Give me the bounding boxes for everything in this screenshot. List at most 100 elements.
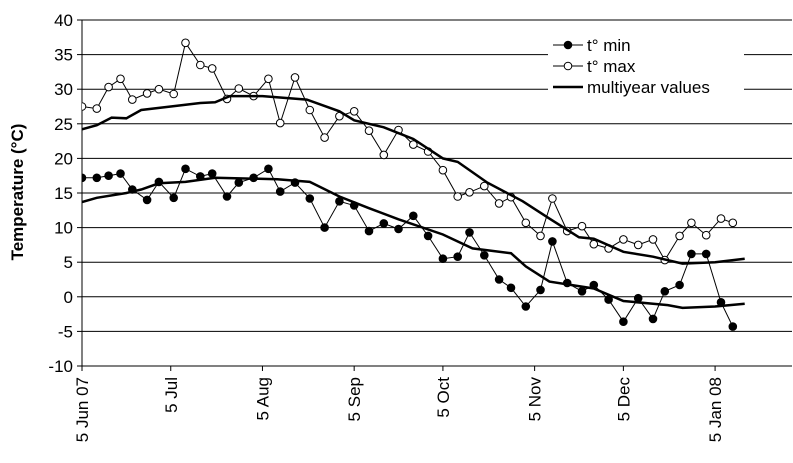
data-point (320, 223, 329, 232)
data-point (687, 249, 696, 259)
data-point (128, 95, 137, 104)
data-point (154, 84, 164, 94)
data-point (364, 226, 374, 236)
x-tick-label: 5 Sep (345, 377, 364, 421)
data-point (207, 64, 217, 73)
data-point (438, 254, 448, 264)
data-point (506, 283, 516, 293)
data-point (92, 104, 102, 113)
data-point (275, 118, 285, 128)
data-point (453, 252, 463, 262)
data-point (181, 164, 190, 174)
x-tick-label: 5 Jul (162, 377, 181, 413)
x-tick-label: 5 Nov (526, 377, 545, 422)
data-point (196, 60, 205, 70)
data-point (379, 219, 389, 228)
y-tick-label: -10 (48, 357, 73, 376)
legend-swatch-marker (563, 40, 573, 50)
data-point (577, 287, 587, 296)
data-point (494, 275, 504, 284)
data-point (453, 192, 463, 201)
y-tick-label: 0 (64, 288, 73, 307)
y-tick-label: 35 (54, 46, 73, 65)
data-point (234, 178, 244, 187)
data-point (687, 218, 696, 228)
data-point (728, 218, 738, 228)
data-point (494, 199, 504, 208)
x-tick-label: 5 Aug (253, 377, 272, 421)
data-point (465, 228, 474, 237)
y-tick-label: -5 (58, 322, 73, 341)
data-point (409, 211, 418, 221)
data-point (320, 133, 329, 142)
data-point (394, 224, 403, 234)
data-point (169, 89, 178, 99)
data-point (181, 38, 190, 48)
data-point (521, 302, 531, 311)
data-point (234, 84, 244, 93)
x-tick-labels: 5 Jun 07 5 Jul 5 Aug 5 Sep 5 Oct 5 Nov 5 Dec 5 … (73, 377, 725, 443)
data-point (305, 194, 315, 203)
data-point (619, 317, 628, 327)
data-point (548, 194, 557, 203)
data-point (438, 165, 448, 175)
y-tick-label: 40 (54, 11, 73, 30)
multiyear-line (82, 94, 745, 265)
data-point (675, 231, 684, 241)
data-point (305, 105, 315, 115)
data-point (589, 239, 599, 249)
legend: t° min t° max multiyear values (548, 30, 744, 98)
data-point (619, 235, 628, 244)
data-point (728, 322, 738, 331)
data-point (633, 240, 643, 250)
data-point (521, 218, 531, 228)
data-point (409, 140, 418, 149)
data-point (548, 237, 557, 246)
data-point (701, 249, 711, 259)
y-tick-labels: 40 35 30 25 20 15 10 5 0 -5 -10 (48, 11, 73, 376)
y-tick-label: 15 (54, 184, 73, 203)
data-point (364, 126, 374, 135)
legend-label: t° min (587, 36, 631, 55)
data-point (222, 192, 232, 201)
data-point (536, 231, 545, 241)
data-point (648, 314, 658, 324)
data-point (536, 285, 545, 295)
data-point (116, 169, 125, 178)
data-point (423, 231, 433, 241)
data-point (465, 188, 474, 197)
data-point (169, 193, 178, 203)
legend-label: t° max (587, 57, 636, 76)
data-point (116, 74, 125, 84)
x-tick-label: 5 Jun 07 (73, 377, 92, 442)
y-tick-label: 20 (54, 149, 73, 168)
series-multiyear-values (82, 94, 745, 310)
axes (77, 19, 792, 371)
data-point (275, 187, 285, 196)
data-point (379, 150, 389, 160)
data-point (104, 82, 113, 92)
data-point (480, 181, 489, 191)
y-tick-label: 30 (54, 80, 73, 99)
x-tick-label: 5 Jan 08 (706, 377, 725, 442)
data-point (480, 251, 489, 260)
data-point (349, 107, 359, 116)
data-point (290, 73, 300, 82)
data-point (92, 173, 102, 183)
data-point (104, 171, 113, 180)
y-tick-label: 5 (64, 253, 73, 272)
data-point (648, 235, 658, 244)
x-tick-label: 5 Oct (434, 377, 453, 418)
y-axis-label: Temperature (°C) (8, 124, 27, 261)
data-series (82, 38, 745, 331)
data-point (142, 89, 152, 98)
data-point (264, 74, 273, 84)
legend-label: multiyear values (587, 78, 710, 97)
data-point (716, 214, 726, 223)
y-tick-label: 25 (54, 115, 73, 134)
data-point (207, 169, 217, 178)
y-tick-label: 10 (54, 219, 73, 238)
data-point (675, 280, 684, 290)
data-point (82, 102, 87, 111)
data-point (701, 230, 711, 240)
